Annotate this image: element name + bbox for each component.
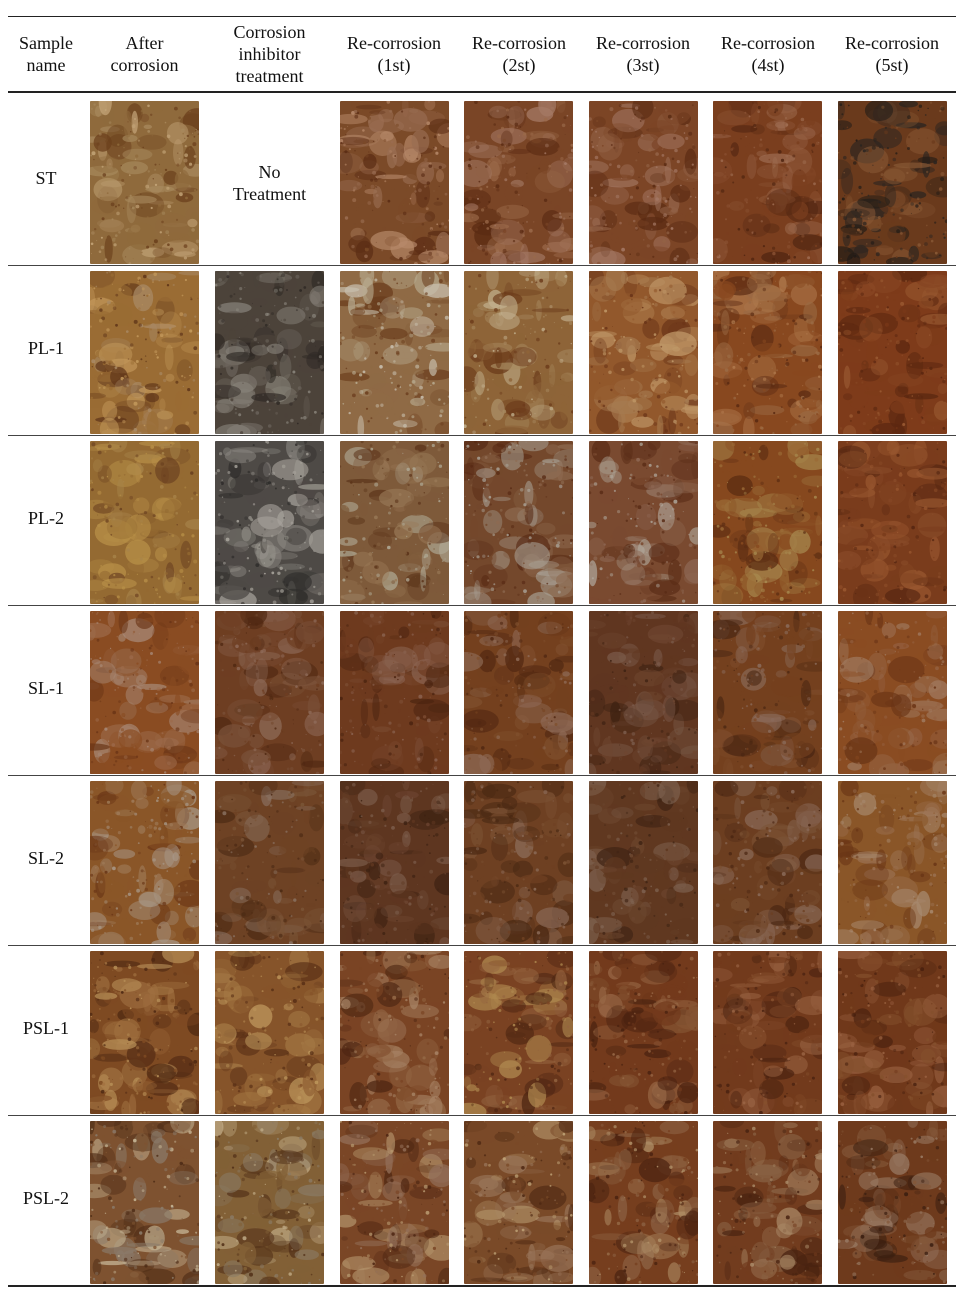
sample-name-label: ST [35,167,57,188]
specimen-photo [713,271,822,434]
specimen-photo [90,1121,199,1284]
specimen-photo [838,441,947,604]
row-separator [8,945,956,946]
specimen-photo [589,101,698,264]
sample-name-label: PSL-2 [22,1187,69,1208]
specimen-photo [215,1121,324,1284]
specimen-photo [340,611,449,774]
specimen-photo [90,101,199,264]
no-treatment-text: No Treatment [232,161,307,204]
header-recorrosion-4: Re-corrosion (4st) [721,32,815,75]
table-header: Sample name After corrosion Corrosion in… [8,16,956,91]
specimen-photo [589,951,698,1114]
specimen-photo [713,611,822,774]
specimen-photo [464,101,573,264]
row-separator [8,1115,956,1116]
specimen-photo [838,101,947,264]
table-top-rule [8,16,956,17]
specimen-photo [713,101,822,264]
specimen-photo [589,1121,698,1284]
table-row: SL-2 [8,773,956,944]
specimen-photo [340,1121,449,1284]
sample-name-label: SL-1 [28,677,64,698]
table-row: PSL-2 [8,1113,956,1284]
specimen-photo [90,441,199,604]
specimen-photo [215,271,324,434]
specimen-photo [713,441,822,604]
specimen-photo [340,951,449,1114]
specimen-photo [589,781,698,944]
specimen-photo [90,271,199,434]
specimen-photo [713,781,822,944]
row-separator [8,605,956,606]
specimen-photo [838,781,947,944]
header-recorrosion-5: Re-corrosion (5st) [845,32,939,75]
header-recorrosion-2: Re-corrosion (2st) [472,32,566,75]
specimen-photo [838,951,947,1114]
specimen-photo [464,781,573,944]
header-recorrosion-3: Re-corrosion (3st) [596,32,690,75]
specimen-photo [838,611,947,774]
specimen-photo [340,271,449,434]
table-row: PL-2 [8,433,956,604]
header-recorrosion-1: Re-corrosion (1st) [347,32,441,75]
specimen-photo [215,441,324,604]
table-row: PSL-1 [8,943,956,1114]
specimen-photo [464,951,573,1114]
specimen-photo [713,951,822,1114]
specimen-photo [464,1121,573,1284]
table-header-rule [8,91,956,93]
specimen-photo [464,271,573,434]
table-bottom-rule [8,1285,956,1287]
specimen-photo [340,101,449,264]
table-row: PL-1 [8,263,956,434]
header-inhibitor-treatment: Corrosion inhibitor treatment [233,21,306,86]
sample-name-label: SL-2 [28,847,64,868]
table-row: SL-1 [8,603,956,774]
row-separator [8,435,956,436]
sample-name-label: PL-1 [28,337,64,358]
specimen-photo [90,611,199,774]
specimen-photo [838,271,947,434]
specimen-photo [464,441,573,604]
specimen-photo [464,611,573,774]
header-sample-name: Sample name [19,32,73,75]
specimen-photo [838,1121,947,1284]
sample-name-label: PL-2 [28,507,64,528]
specimen-photo [340,441,449,604]
specimen-photo [90,781,199,944]
sample-name-label: PSL-1 [22,1017,69,1038]
specimen-photo [589,441,698,604]
specimen-photo [90,951,199,1114]
row-separator [8,775,956,776]
table-row: ST No Treatment [8,93,956,264]
specimen-photo [589,271,698,434]
row-separator [8,265,956,266]
specimen-photo [589,611,698,774]
specimen-photo [215,951,324,1114]
specimen-photo [340,781,449,944]
specimen-photo [215,611,324,774]
specimen-photo [215,781,324,944]
header-after-corrosion: After corrosion [110,32,179,75]
specimen-photo [713,1121,822,1284]
